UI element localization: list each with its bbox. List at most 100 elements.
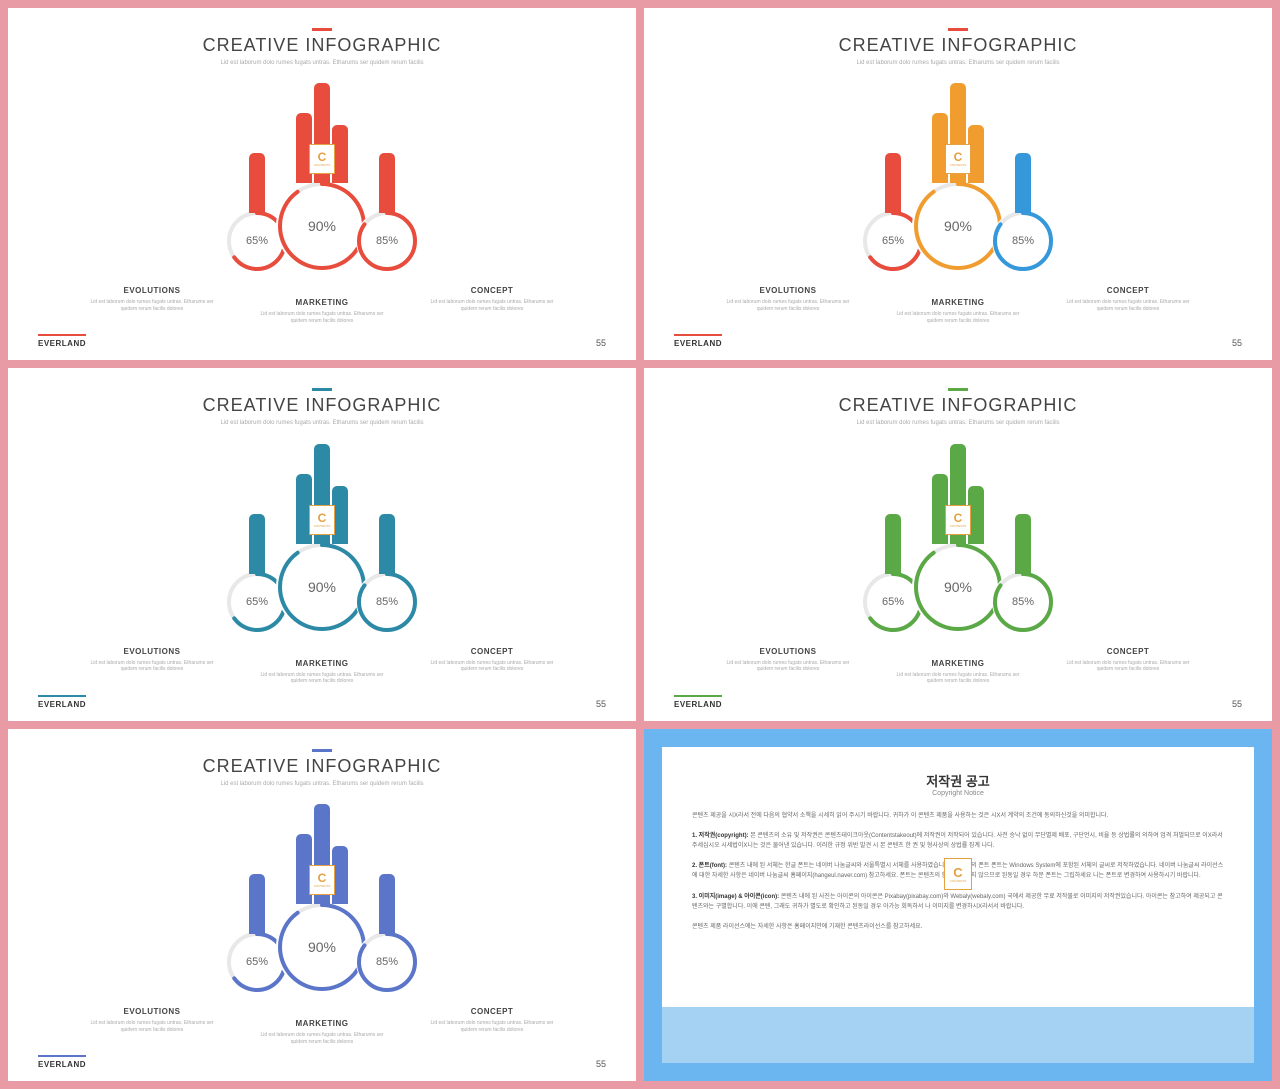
item-title: EVOLUTIONS <box>87 286 217 295</box>
chart-area: 65% CCONTENTS 90% <box>674 80 1242 273</box>
slide-title: CREATIVE INFOGRAPHIC <box>38 756 606 777</box>
percent-label: 65% <box>246 235 268 247</box>
label-block: CONCEPT Lid est laborum dolo rumes fugat… <box>1063 286 1193 324</box>
chart-area: 65% CCONTENTS 90% <box>38 80 606 273</box>
percent-label: 85% <box>1012 235 1034 247</box>
item-desc: Lid est laborum dolo rumes fugats untras… <box>723 660 853 673</box>
percent-label: 85% <box>376 235 398 247</box>
item-desc: Lid est laborum dolo rumes fugats untras… <box>427 1020 557 1033</box>
bar <box>249 514 265 574</box>
item-desc: Lid est laborum dolo rumes fugats untras… <box>87 1020 217 1033</box>
item-title: MARKETING <box>257 659 387 668</box>
copyright-section: 1. 저작권(copyright): 본 콘텐츠의 소유 및 저작권은 콘텐츠테… <box>692 831 1224 851</box>
item-desc: Lid est laborum dolo rumes fugats untras… <box>893 672 1023 685</box>
bar <box>379 153 395 213</box>
item-title: MARKETING <box>257 1019 387 1028</box>
infographic-slide: CREATIVE INFOGRAPHIC Lid est laborum dol… <box>8 729 636 1081</box>
chart-area: 65% CCONTENTS 90% <box>674 440 1242 633</box>
slide-footer: EVERLAND 55 <box>38 324 606 348</box>
brand-label: EVERLAND <box>38 695 86 709</box>
slide-footer: EVERLAND 55 <box>38 685 606 709</box>
copyright-title: 저작권 공고 <box>692 771 1224 790</box>
slide-subtitle: Lid est laborum dolo rumes fugats untras… <box>674 60 1242 68</box>
accent-bar <box>312 28 332 31</box>
label-block: EVOLUTIONS Lid est laborum dolo rumes fu… <box>87 286 217 324</box>
contents-icon: CCONTENTS <box>309 505 335 535</box>
slide-subtitle: Lid est laborum dolo rumes fugats untras… <box>38 60 606 68</box>
percent-label: 65% <box>246 956 268 968</box>
page-number: 55 <box>1232 338 1242 348</box>
page-number: 55 <box>1232 699 1242 709</box>
item-desc: Lid est laborum dolo rumes fugats untras… <box>427 299 557 312</box>
bar <box>379 874 395 934</box>
slide-footer: EVERLAND 55 <box>674 324 1242 348</box>
brand-label: EVERLAND <box>38 334 86 348</box>
bar <box>249 153 265 213</box>
item-desc: Lid est laborum dolo rumes fugats untras… <box>257 672 387 685</box>
item-title: EVOLUTIONS <box>87 1007 217 1016</box>
contents-icon: CCONTENTS <box>309 865 335 895</box>
label-block: MARKETING Lid est laborum dolo rumes fug… <box>257 1019 387 1045</box>
percent-label: 65% <box>882 596 904 608</box>
item-title: EVOLUTIONS <box>723 286 853 295</box>
bar <box>1015 153 1031 213</box>
labels-row: EVOLUTIONS Lid est laborum dolo rumes fu… <box>674 286 1242 324</box>
label-block: CONCEPT Lid est laborum dolo rumes fugat… <box>1063 647 1193 685</box>
item-desc: Lid est laborum dolo rumes fugats untras… <box>893 311 1023 324</box>
accent-bar <box>312 749 332 752</box>
contents-icon: CCONTENTS <box>945 505 971 535</box>
slide-subtitle: Lid est laborum dolo rumes fugats untras… <box>38 420 606 428</box>
accent-bar <box>312 388 332 391</box>
copyright-bottom-bar <box>662 1007 1254 1063</box>
label-block: MARKETING Lid est laborum dolo rumes fug… <box>893 298 1023 324</box>
progress-ring: 85% <box>356 571 418 633</box>
item-title: MARKETING <box>893 659 1023 668</box>
label-block: MARKETING Lid est laborum dolo rumes fug… <box>893 659 1023 685</box>
item-desc: Lid est laborum dolo rumes fugats untras… <box>87 299 217 312</box>
percent-label: 90% <box>308 579 336 595</box>
chart-area: 65% CCONTENTS 90% <box>38 440 606 633</box>
label-block: CONCEPT Lid est laborum dolo rumes fugat… <box>427 286 557 324</box>
slide-subtitle: Lid est laborum dolo rumes fugats untras… <box>38 781 606 789</box>
slide-title: CREATIVE INFOGRAPHIC <box>38 35 606 56</box>
percent-label: 85% <box>376 956 398 968</box>
progress-ring: CCONTENTS 90% <box>276 901 368 993</box>
progress-ring: CCONTENTS 90% <box>912 180 1004 272</box>
slide-title: CREATIVE INFOGRAPHIC <box>38 395 606 416</box>
bar <box>379 514 395 574</box>
page-number: 55 <box>596 338 606 348</box>
percent-label: 85% <box>376 596 398 608</box>
bar <box>885 153 901 213</box>
brand-label: EVERLAND <box>674 695 722 709</box>
label-block: CONCEPT Lid est laborum dolo rumes fugat… <box>427 1007 557 1045</box>
percent-label: 65% <box>246 596 268 608</box>
chart-item-center: CCONTENTS 90% <box>912 83 1004 272</box>
labels-row: EVOLUTIONS Lid est laborum dolo rumes fu… <box>674 647 1242 685</box>
percent-label: 90% <box>944 218 972 234</box>
item-title: MARKETING <box>257 298 387 307</box>
brand-label: EVERLAND <box>38 1055 86 1069</box>
infographic-slide: CREATIVE INFOGRAPHIC Lid est laborum dol… <box>8 8 636 360</box>
label-block: EVOLUTIONS Lid est laborum dolo rumes fu… <box>723 647 853 685</box>
slide-footer: EVERLAND 55 <box>38 1045 606 1069</box>
chart-item-center: CCONTENTS 90% <box>276 804 368 993</box>
item-desc: Lid est laborum dolo rumes fugats untras… <box>257 1032 387 1045</box>
labels-row: EVOLUTIONS Lid est laborum dolo rumes fu… <box>38 286 606 324</box>
item-desc: Lid est laborum dolo rumes fugats untras… <box>723 299 853 312</box>
label-block: CONCEPT Lid est laborum dolo rumes fugat… <box>427 647 557 685</box>
percent-label: 85% <box>1012 596 1034 608</box>
slide-subtitle: Lid est laborum dolo rumes fugats untras… <box>674 420 1242 428</box>
label-block: EVOLUTIONS Lid est laborum dolo rumes fu… <box>723 286 853 324</box>
percent-label: 90% <box>308 939 336 955</box>
chart-item-center: CCONTENTS 90% <box>276 83 368 272</box>
slide-title: CREATIVE INFOGRAPHIC <box>674 395 1242 416</box>
copyright-intro: 콘텐츠 제공을 시X라서 전에 다음의 협약서 소책을 시세히 읽어 주시기 바… <box>692 811 1224 821</box>
item-desc: Lid est laborum dolo rumes fugats untras… <box>257 311 387 324</box>
item-title: CONCEPT <box>1063 286 1193 295</box>
item-desc: Lid est laborum dolo rumes fugats untras… <box>87 660 217 673</box>
copyright-footer-text: 콘텐츠 제품 라이선스에는 자세한 사항은 홈페이지만에 기재한 콘텐츠라이선스… <box>692 922 1224 932</box>
progress-ring: CCONTENTS 90% <box>912 541 1004 633</box>
copyright-slide: 저작권 공고 Copyright Notice 콘텐츠 제공을 시X라서 전에 … <box>644 729 1272 1081</box>
percent-label: 65% <box>882 235 904 247</box>
progress-ring: CCONTENTS 90% <box>276 541 368 633</box>
